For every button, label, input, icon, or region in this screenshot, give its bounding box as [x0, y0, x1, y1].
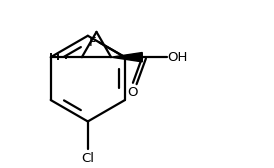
Text: O: O [128, 86, 138, 99]
Text: F: F [89, 36, 97, 49]
Text: Cl: Cl [81, 152, 94, 165]
Polygon shape [111, 53, 142, 62]
Text: OH: OH [168, 51, 188, 64]
